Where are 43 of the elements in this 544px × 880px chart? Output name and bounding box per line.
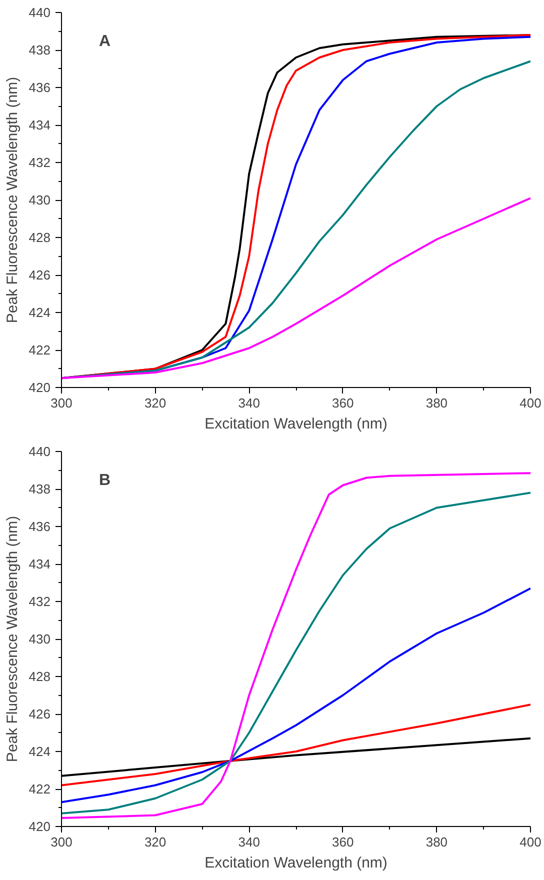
annotation: B bbox=[99, 472, 111, 489]
x-tick-label: 320 bbox=[144, 834, 166, 850]
x-tick-label: 300 bbox=[50, 396, 72, 410]
x-tick-label: 340 bbox=[238, 396, 260, 410]
x-tick-label: 320 bbox=[144, 396, 166, 410]
x-tick-label: 380 bbox=[426, 834, 448, 850]
line-series bbox=[62, 197, 530, 380]
y-axis-title: Peak Fluorescence Wavelength (nm) bbox=[4, 76, 21, 324]
x-axis-title: Excitation Wavelength (nm) bbox=[204, 854, 388, 872]
y-tick-label: 426 bbox=[28, 268, 51, 282]
y-tick-label: 432 bbox=[28, 594, 51, 609]
y-tick-label: 440 bbox=[28, 444, 51, 459]
y-tick-label: 420 bbox=[28, 380, 51, 395]
y-tick-label: 432 bbox=[28, 155, 51, 170]
y-tick-label: 436 bbox=[28, 519, 51, 534]
y-tick-label: 422 bbox=[28, 782, 51, 796]
y-tick-label: 420 bbox=[28, 819, 51, 834]
y-tick-label: 436 bbox=[28, 80, 51, 95]
x-tick-label: 300 bbox=[50, 834, 72, 850]
x-axis-title: Excitation Wavelength (nm) bbox=[204, 416, 388, 432]
y-tick-label: 424 bbox=[28, 305, 51, 320]
y-tick-label: 422 bbox=[28, 342, 51, 358]
y-tick-label: 424 bbox=[28, 744, 51, 759]
y-axis-title: Peak Fluorescence Wavelength (nm) bbox=[4, 516, 21, 762]
x-tick-label: 360 bbox=[332, 834, 354, 850]
y-tick-label: 430 bbox=[28, 192, 51, 208]
y-tick-label: 428 bbox=[28, 669, 51, 684]
x-tick-label: 340 bbox=[238, 834, 260, 850]
x-tick-label: 400 bbox=[520, 834, 542, 850]
annotation: A bbox=[99, 33, 112, 50]
x-tick-label: 400 bbox=[520, 396, 542, 410]
y-tick-label: 440 bbox=[28, 5, 51, 20]
y-tick-label: 434 bbox=[28, 118, 51, 132]
y-tick-label: 438 bbox=[28, 482, 51, 496]
x-tick-label: 360 bbox=[332, 396, 354, 410]
line-series bbox=[62, 704, 530, 786]
y-tick-label: 428 bbox=[28, 230, 51, 245]
y-tick-label: 430 bbox=[28, 632, 51, 646]
y-tick-label: 438 bbox=[28, 42, 51, 58]
y-tick-label: 434 bbox=[28, 556, 51, 572]
y-tick-label: 426 bbox=[28, 706, 51, 722]
x-tick-label: 380 bbox=[426, 396, 448, 410]
line-series bbox=[62, 587, 530, 804]
